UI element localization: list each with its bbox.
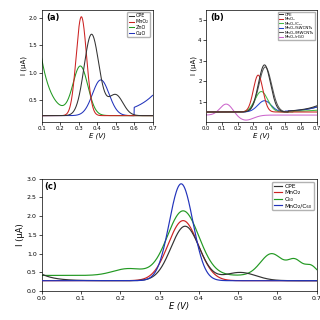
Legend: CPE, MnO₂, ZnO, CuO: CPE, MnO₂, ZnO, CuO [127, 12, 150, 37]
Y-axis label: I (μA): I (μA) [16, 223, 26, 246]
Legend: CPE, MnO₂, C₆₀, MnO₂/C₆₀: CPE, MnO₂, C₆₀, MnO₂/C₆₀ [272, 181, 314, 210]
Text: (c): (c) [44, 182, 57, 191]
X-axis label: E (V): E (V) [89, 133, 106, 139]
Legend: CPE, MnO₂, MnO₂/C₆₀, MnO₂/SWCNTs, MnO₂/MWCNTs, MnO₂/rGO: CPE, MnO₂, MnO₂/C₆₀, MnO₂/SWCNTs, MnO₂/M… [278, 12, 315, 40]
X-axis label: E (V): E (V) [253, 133, 270, 139]
X-axis label: E (V): E (V) [169, 302, 189, 311]
Text: (b): (b) [210, 13, 224, 22]
Y-axis label: I (μA): I (μA) [21, 56, 27, 76]
Y-axis label: I (μA): I (μA) [190, 56, 197, 76]
Text: (a): (a) [46, 13, 60, 22]
